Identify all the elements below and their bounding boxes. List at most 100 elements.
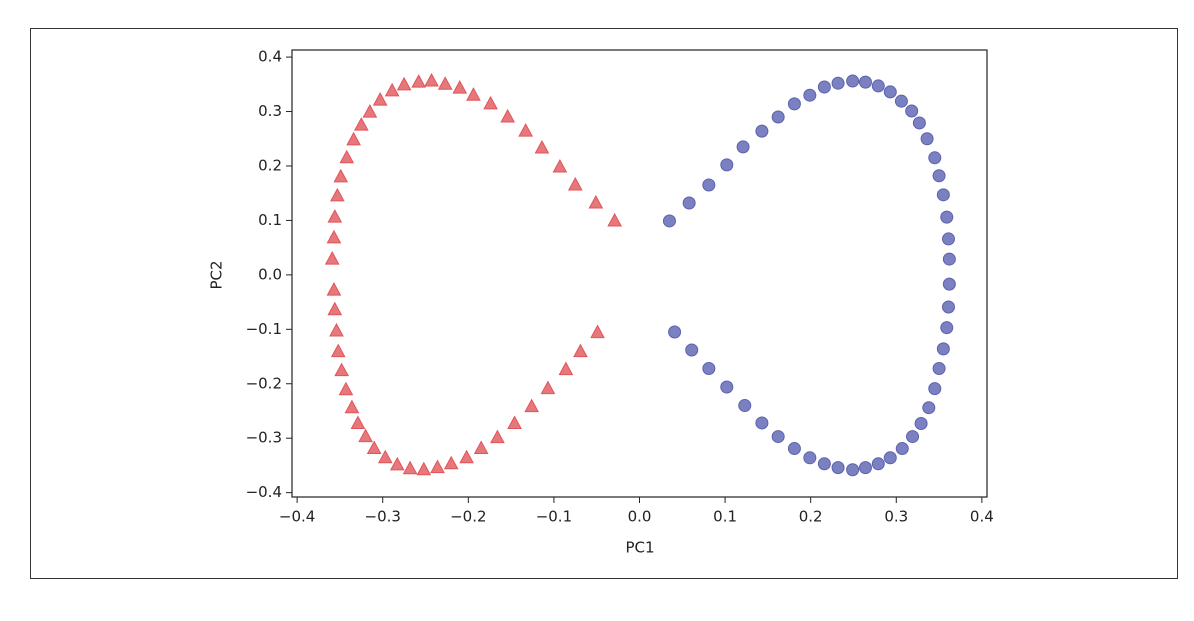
triangle-point — [389, 456, 405, 471]
triangle-point — [326, 229, 342, 244]
triangle-point — [607, 212, 623, 227]
triangle-point — [524, 398, 539, 413]
triangle-point — [466, 87, 481, 101]
circle-point — [755, 124, 769, 138]
x-tick-label: −0.1 — [536, 508, 572, 526]
triangle-point — [329, 322, 344, 337]
triangle-point — [573, 343, 588, 358]
circle-point — [858, 461, 872, 475]
y-tick-label: −0.1 — [246, 320, 282, 338]
x-tick-label: 0.0 — [628, 508, 652, 526]
circle-point — [912, 116, 926, 130]
circle-point — [941, 232, 955, 246]
circle-point — [771, 110, 785, 124]
circle-point — [787, 442, 801, 456]
circle-point — [906, 430, 920, 444]
triangle-point — [333, 168, 349, 183]
circle-point — [942, 277, 956, 291]
circle-point — [702, 362, 716, 376]
triangle-point — [430, 459, 445, 474]
circle-point — [817, 457, 831, 471]
triangle-point — [330, 343, 346, 358]
triangle-point — [362, 104, 378, 118]
circle-point — [914, 416, 928, 430]
circle-point — [905, 104, 919, 118]
triangle-point — [443, 455, 459, 470]
y-tick-label: −0.3 — [246, 429, 282, 447]
circle-point — [685, 343, 699, 357]
y-tick-label: 0.2 — [258, 156, 282, 174]
circle-point — [803, 88, 817, 102]
circle-point — [932, 362, 946, 376]
triangle-point — [338, 381, 354, 396]
circle-point — [871, 457, 885, 471]
circle-point — [682, 196, 696, 210]
triangle-point — [558, 361, 574, 376]
x-tick-label: 0.2 — [799, 508, 823, 526]
circle-point — [662, 214, 676, 228]
triangle-point — [350, 415, 366, 429]
triangle-point — [344, 399, 360, 414]
circle-point — [920, 132, 934, 146]
triangle-point — [330, 187, 345, 202]
circle-point — [831, 76, 845, 90]
triangle-point — [346, 131, 361, 146]
x-axis-label: PC1 — [625, 539, 654, 557]
circle-point — [928, 151, 942, 165]
triangle-point — [416, 461, 432, 476]
triangle-point — [483, 95, 498, 110]
triangle-point — [459, 449, 474, 464]
circle-point — [940, 210, 954, 224]
triangle-point — [402, 460, 418, 475]
triangle-point — [326, 282, 342, 296]
plot-area — [291, 49, 988, 498]
circle-point — [942, 252, 956, 266]
x-tick-label: 0.3 — [884, 508, 908, 526]
x-tick-label: −0.2 — [450, 508, 486, 526]
circle-point — [922, 401, 936, 415]
triangle-point — [534, 139, 550, 154]
triangle-point — [540, 380, 556, 395]
circle-point — [936, 188, 950, 202]
y-axis-label: PC2 — [208, 260, 226, 289]
circle-point — [941, 300, 955, 314]
triangle-point — [327, 301, 343, 316]
circle-point — [928, 382, 942, 396]
triangle-point — [372, 92, 388, 106]
circle-point — [895, 442, 909, 456]
x-tick-label: 0.1 — [713, 508, 737, 526]
circle-point — [846, 74, 860, 88]
circle-point — [803, 451, 817, 465]
triangle-point — [366, 440, 382, 455]
circle-point — [771, 430, 785, 444]
triangle-point — [452, 80, 468, 94]
triangle-point — [552, 159, 568, 173]
circle-point — [883, 85, 897, 99]
y-tick-label: 0.1 — [258, 211, 282, 229]
triangle-point — [327, 209, 343, 223]
triangle-point — [411, 74, 427, 88]
triangle-point — [358, 428, 373, 443]
circle-point — [787, 97, 801, 111]
triangle-point — [567, 176, 583, 191]
triangle-point — [384, 82, 400, 97]
y-tick-label: 0.4 — [258, 48, 282, 66]
circle-point — [755, 416, 769, 430]
circle-point — [936, 342, 950, 356]
x-tick-label: 0.4 — [970, 508, 994, 526]
circle-point — [736, 140, 750, 154]
x-tick-label: −0.4 — [279, 508, 315, 526]
triangle-point — [339, 149, 355, 164]
circle-point — [846, 463, 860, 477]
y-tick-label: −0.4 — [246, 483, 282, 501]
x-tick-label: −0.3 — [365, 508, 401, 526]
triangle-point — [424, 72, 439, 87]
triangle-point — [437, 76, 453, 90]
circle-point — [871, 79, 885, 93]
triangle-point — [377, 449, 393, 464]
circle-point — [894, 94, 908, 108]
y-tick-label: −0.2 — [246, 374, 282, 392]
triangle-point — [590, 324, 605, 339]
